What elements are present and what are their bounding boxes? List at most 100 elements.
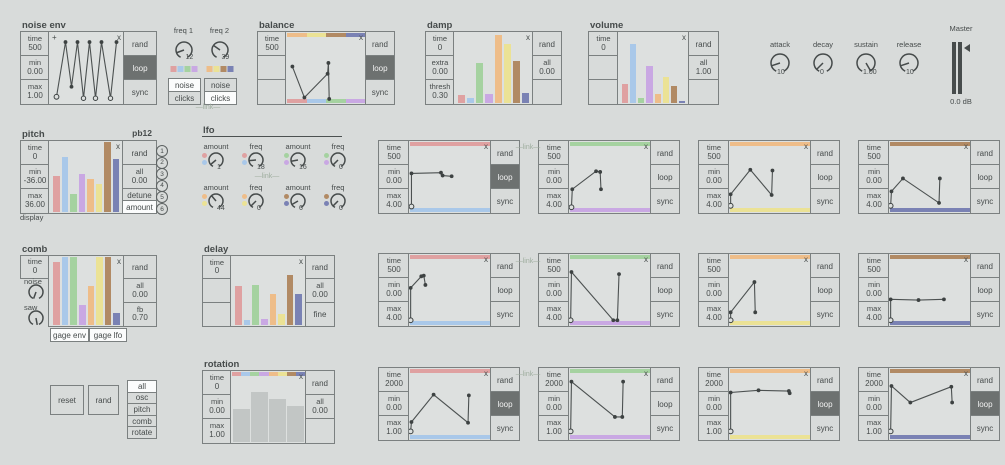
env-c4-rand-button[interactable]: rand xyxy=(970,367,1000,393)
balance-loop-button[interactable]: loop xyxy=(365,55,395,81)
env-c3-field-min[interactable]: min 0.00 xyxy=(698,391,730,417)
rotation-field-max[interactable]: max 1.00 xyxy=(202,418,232,444)
env-b3-rand-button[interactable]: rand xyxy=(810,253,840,279)
env-a3-rand-button[interactable]: rand xyxy=(810,140,840,166)
voice-number-3[interactable]: 3 xyxy=(156,168,168,181)
pitch-all[interactable]: all 0.00 xyxy=(122,164,157,190)
pitch-amount-button[interactable]: amount xyxy=(122,200,157,214)
env-c1-field-max[interactable]: max 1.00 xyxy=(378,415,410,441)
decay-knob[interactable] xyxy=(812,52,834,74)
lfo-freq-knob[interactable] xyxy=(329,192,347,210)
bar-navy[interactable] xyxy=(295,293,302,325)
voice-number-5[interactable]: 5 xyxy=(156,191,168,204)
env-b2-sync-button[interactable]: sync xyxy=(650,301,680,327)
env-b4-sync-button[interactable]: sync xyxy=(970,301,1000,327)
bar-brown[interactable] xyxy=(670,85,677,103)
env-a2-envelope[interactable] xyxy=(569,141,651,213)
env-b4-envelope[interactable] xyxy=(889,254,971,326)
bar-navy[interactable] xyxy=(112,158,119,212)
swatch-brown[interactable] xyxy=(220,66,226,72)
volume-display[interactable]: x xyxy=(617,31,690,105)
balance-envelope[interactable] xyxy=(286,32,366,104)
comb-rand-button[interactable]: rand xyxy=(123,255,157,281)
rotation-display[interactable]: x xyxy=(230,370,307,444)
env-b4-display[interactable]: x xyxy=(888,253,972,327)
close-icon[interactable]: x xyxy=(964,255,968,264)
bar-purple[interactable] xyxy=(260,318,268,325)
env-a4-loop-button[interactable]: loop xyxy=(970,164,1000,190)
bar-orange[interactable] xyxy=(269,293,277,325)
bar-orange[interactable] xyxy=(654,93,661,103)
close-icon[interactable]: x xyxy=(484,369,488,378)
damp-field-time[interactable]: time 0 xyxy=(425,31,455,57)
noise-env-field-time[interactable]: time 500 xyxy=(20,31,50,57)
env-c2-rand-button[interactable]: rand xyxy=(650,367,680,393)
env-a4-envelope[interactable] xyxy=(889,141,971,213)
bar-brown[interactable] xyxy=(104,142,111,212)
env-c1-field-time[interactable]: time 2000 xyxy=(378,367,410,393)
env-a4-field-min[interactable]: min 0.00 xyxy=(858,164,890,190)
bar-blue[interactable] xyxy=(630,43,637,103)
freq-1-clicks-button[interactable]: clicks xyxy=(168,91,201,105)
env-b2-field-time[interactable]: time 500 xyxy=(538,253,570,279)
bar-green[interactable] xyxy=(476,63,484,103)
pitch-field-min[interactable]: min -36.00 xyxy=(20,164,50,190)
bar-gray[interactable] xyxy=(287,405,304,442)
env-b1-display[interactable]: x xyxy=(408,253,492,327)
damp-field-thresh[interactable]: thresh 0.30 xyxy=(425,79,455,105)
delay-field-time[interactable]: time 0 xyxy=(202,255,232,281)
comb-saw-knob[interactable] xyxy=(27,309,45,327)
swatch-red[interactable] xyxy=(170,66,176,72)
env-a1-rand-button[interactable]: rand xyxy=(490,140,520,166)
close-icon[interactable]: x xyxy=(299,372,303,381)
add-point-icon[interactable]: + xyxy=(52,33,57,42)
comb-fb[interactable]: fb 0.70 xyxy=(123,301,157,327)
freq-2-knob[interactable] xyxy=(210,40,230,60)
gage-lfo-button[interactable]: gage lfo xyxy=(89,328,127,342)
close-icon[interactable]: x xyxy=(804,255,808,264)
close-icon[interactable]: x xyxy=(116,142,120,151)
env-a1-field-min[interactable]: min 0.00 xyxy=(378,164,410,190)
bar-red[interactable] xyxy=(235,286,242,325)
bar-red[interactable] xyxy=(458,94,466,103)
close-icon[interactable]: x xyxy=(644,369,648,378)
env-c3-loop-button[interactable]: loop xyxy=(810,391,840,417)
env-b4-field-min[interactable]: min 0.00 xyxy=(858,277,890,303)
lfo-freq-knob[interactable] xyxy=(329,151,347,169)
noise-env-field-min[interactable]: min 0.00 xyxy=(20,55,50,81)
close-icon[interactable]: x xyxy=(682,33,686,42)
bar-red[interactable] xyxy=(622,84,629,103)
env-b1-sync-button[interactable]: sync xyxy=(490,301,520,327)
comb-field-time[interactable]: time 0 xyxy=(20,255,50,279)
bar-blue[interactable] xyxy=(61,156,68,212)
bar-purple[interactable] xyxy=(646,65,653,103)
env-c4-field-time[interactable]: time 2000 xyxy=(858,367,890,393)
voice-number-2[interactable]: 2 xyxy=(156,156,168,169)
env-b2-loop-button[interactable]: loop xyxy=(650,277,680,303)
rotation-field-time[interactable]: time 0 xyxy=(202,370,232,396)
env-b1-envelope[interactable] xyxy=(409,254,491,326)
delay-display[interactable]: x xyxy=(230,255,307,327)
bar-red[interactable] xyxy=(53,175,60,212)
bar-navy[interactable] xyxy=(113,313,120,325)
bar-brown[interactable] xyxy=(512,61,520,103)
rotation-rand-button[interactable]: rand xyxy=(305,370,335,396)
voice-number-6[interactable]: 6 xyxy=(156,203,168,215)
env-c1-field-min[interactable]: min 0.00 xyxy=(378,391,410,417)
noise-env-display[interactable]: + x xyxy=(48,31,125,105)
env-c3-rand-button[interactable]: rand xyxy=(810,367,840,393)
noise-env-rand-button[interactable]: rand xyxy=(123,31,157,57)
env-c2-envelope[interactable] xyxy=(569,368,651,440)
close-icon[interactable]: x xyxy=(299,257,303,266)
env-c3-sync-button[interactable]: sync xyxy=(810,415,840,441)
freq-2-noise-button[interactable]: noise xyxy=(204,78,237,92)
env-b2-rand-button[interactable]: rand xyxy=(650,253,680,279)
delay-fine-button[interactable]: fine xyxy=(305,301,335,327)
bar-gray[interactable] xyxy=(269,399,286,442)
env-a1-sync-button[interactable]: sync xyxy=(490,188,520,214)
master-marker-icon[interactable] xyxy=(964,44,970,52)
swatch-orange[interactable] xyxy=(206,66,212,72)
env-c4-envelope[interactable] xyxy=(889,368,971,440)
env-a2-field-time[interactable]: time 500 xyxy=(538,140,570,166)
env-b3-envelope[interactable] xyxy=(729,254,811,326)
